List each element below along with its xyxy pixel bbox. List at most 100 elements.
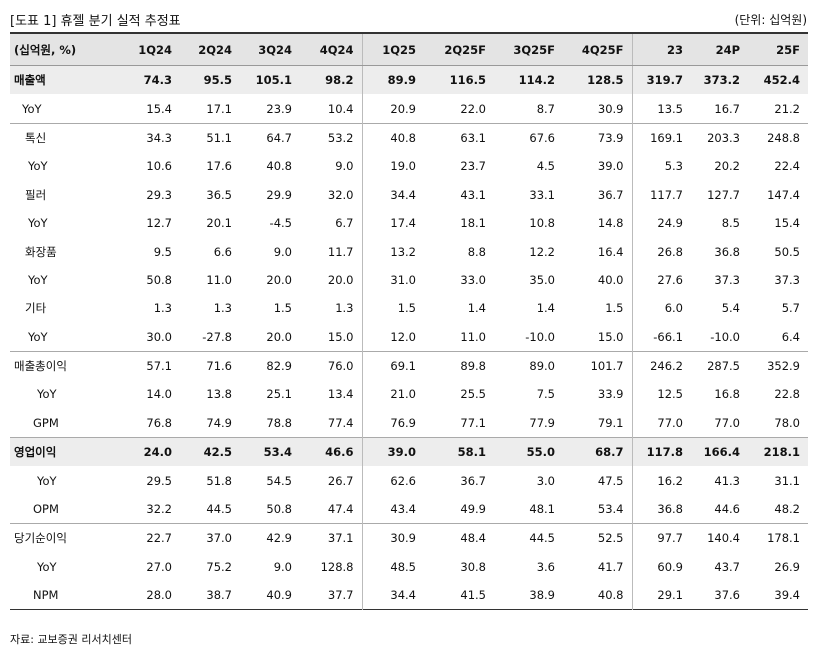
cell: 36.7 xyxy=(460,473,486,488)
cell: 53.4 xyxy=(240,437,300,467)
cell: 55.0 xyxy=(494,437,563,467)
cell: 11.0 xyxy=(460,329,486,344)
cell: 27.6 xyxy=(657,272,683,287)
cell: 48.2 xyxy=(774,502,800,517)
cell: 33.0 xyxy=(460,272,486,287)
column-header: 3Q25F xyxy=(494,33,563,66)
cell: 21.0 xyxy=(390,387,416,402)
cell: 33.9 xyxy=(563,380,633,409)
cell: 77.0 xyxy=(714,415,740,430)
table-row: GPM 76.8 74.9 78.8 77.4 76.9 77.1 77.9 79.1 77.0 7… xyxy=(10,408,808,438)
cell: 42.5 xyxy=(180,437,240,467)
table-row: NPM 28.0 38.7 40.9 37.7 34.4 41.5 38.9 40.8 29.1 3… xyxy=(10,581,808,610)
cell: 40.9 xyxy=(266,588,292,603)
cell: 16.4 xyxy=(563,237,633,266)
cell: 37.7 xyxy=(300,581,363,610)
cell: 166.4 xyxy=(691,437,748,467)
cell: 78.0 xyxy=(774,415,800,430)
cell: 373.2 xyxy=(691,65,748,95)
cell: 12.2 xyxy=(529,244,555,259)
cell: 38.7 xyxy=(206,588,232,603)
cell: 246.2 xyxy=(632,350,691,381)
row-label: 기타 xyxy=(25,301,47,316)
table-row: 영업이익 24.0 42.5 53.4 46.6 39.0 58.1 55.0 68.7 117.… xyxy=(10,437,808,467)
table-row: YoY 30.0 -27.8 20.0 15.0 12.0 11.0 -10.0 15.0 -66… xyxy=(10,322,808,352)
row-label: 매출액 xyxy=(10,65,120,95)
cell: 50.8 xyxy=(146,272,172,287)
unit: (단위: 십억원) xyxy=(734,13,807,27)
cell: 5.3 xyxy=(664,159,683,174)
table-row: 당기순이익 22.7 37.0 42.9 37.1 30.9 48.4 44.5 52.5 97.… xyxy=(10,523,808,553)
cell: 37.3 xyxy=(714,272,740,287)
row-label: NPM xyxy=(33,588,59,603)
cell: 9.0 xyxy=(300,152,363,181)
row-label: GPM xyxy=(33,415,59,430)
cell: 39.0 xyxy=(362,437,424,467)
cell: 20.0 xyxy=(266,329,292,344)
table-row: YoY 15.4 17.1 23.9 10.4 20.9 22.0 8.7 30.9 13.5 16… xyxy=(10,94,808,124)
table-row: YoY 29.5 51.8 54.5 26.7 62.6 36.7 3.0 47.5 16.2 41… xyxy=(10,466,808,495)
cell: 23.7 xyxy=(460,159,486,174)
cell: 203.3 xyxy=(691,122,748,153)
cell: 48.5 xyxy=(390,559,416,574)
cell: 30.9 xyxy=(563,94,633,124)
cell: 15.0 xyxy=(563,322,633,352)
cell: 37.6 xyxy=(714,588,740,603)
cell: 35.0 xyxy=(529,272,555,287)
cell: 71.6 xyxy=(180,350,240,381)
cell: 44.5 xyxy=(206,502,232,517)
cell: -4.5 xyxy=(269,216,292,231)
cell: 77.1 xyxy=(460,415,486,430)
table-row: 화장품 9.5 6.6 9.0 11.7 13.2 8.8 12.2 16.4 26.8 36.8 5… xyxy=(10,237,808,266)
table-row: 매출총이익 57.1 71.6 82.9 76.0 69.1 89.8 89.0 101.7 24… xyxy=(10,350,808,381)
cell: 41.7 xyxy=(563,552,633,582)
cell: 17.6 xyxy=(206,159,232,174)
cell: 169.1 xyxy=(632,122,691,153)
cell: 10.8 xyxy=(529,216,555,231)
cell: 287.5 xyxy=(691,350,748,381)
table-row: 기타 1.3 1.3 1.5 1.3 1.5 1.4 1.4 1.5 6.0 5.4 5.7 xyxy=(10,294,808,323)
cell: 77.9 xyxy=(529,415,555,430)
cell: 30.0 xyxy=(146,329,172,344)
title: [도표 1] 휴젤 분기 실적 추정표 xyxy=(10,14,181,29)
cell: 128.5 xyxy=(563,65,633,95)
cell: 97.7 xyxy=(632,523,691,553)
cell: 24.9 xyxy=(657,216,683,231)
cell: 73.9 xyxy=(563,122,633,153)
cell: 11.7 xyxy=(300,237,363,266)
cell: 6.7 xyxy=(300,208,363,238)
cell: 15.4 xyxy=(146,101,172,116)
cell: 12.5 xyxy=(657,387,683,402)
cell: 33.1 xyxy=(529,187,555,202)
cell: 8.5 xyxy=(721,216,740,231)
cell: 16.2 xyxy=(657,473,683,488)
cell: 178.1 xyxy=(748,523,808,553)
cell: 31.0 xyxy=(390,272,416,287)
cell: 95.5 xyxy=(180,65,240,95)
row-label: YoY xyxy=(37,559,57,574)
source: 자료: 교보증권 리서치센터 xyxy=(10,633,133,646)
cell: 29.5 xyxy=(146,473,172,488)
cell: 75.2 xyxy=(206,559,232,574)
cell: 18.1 xyxy=(460,216,486,231)
cell: 15.4 xyxy=(774,216,800,231)
cell: 147.4 xyxy=(767,187,800,202)
cell: 37.3 xyxy=(774,272,800,287)
cell: 29.9 xyxy=(266,187,292,202)
cell: 6.4 xyxy=(781,329,800,344)
cell: 13.4 xyxy=(300,380,363,409)
cell: 98.2 xyxy=(300,65,363,95)
cell: 38.9 xyxy=(529,588,555,603)
row-label: 화장품 xyxy=(25,244,57,259)
cell: 319.7 xyxy=(632,65,691,95)
cell: 53.2 xyxy=(300,122,363,153)
row-label: 당기순이익 xyxy=(10,523,120,553)
cell: 34.3 xyxy=(120,122,180,153)
cell: 218.1 xyxy=(748,437,808,467)
cell: 36.8 xyxy=(714,244,740,259)
cell: 43.4 xyxy=(390,502,416,517)
cell: 77.0 xyxy=(657,415,683,430)
cell: 53.4 xyxy=(563,494,633,524)
cell: 20.9 xyxy=(390,101,416,116)
cell: 8.8 xyxy=(467,244,486,259)
